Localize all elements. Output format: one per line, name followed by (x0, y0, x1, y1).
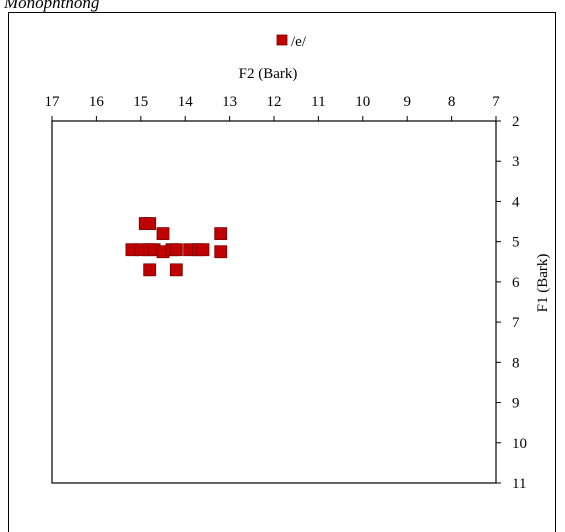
legend-swatch (276, 34, 288, 46)
chart-frame (8, 12, 556, 532)
y-tick-label: 7 (512, 315, 520, 331)
plot-area (51, 120, 497, 484)
data-point-e (196, 243, 210, 257)
x-tick-label: 15 (133, 94, 148, 110)
x-axis-ticks: 17 16 15 14 13 12 11 10 9 8 7 (45, 94, 500, 121)
legend-label-e: /e/ (291, 34, 307, 50)
x-tick-label: 8 (448, 94, 456, 110)
data-point-e (143, 263, 157, 277)
y-axis-ticks: 2 3 4 5 6 7 8 9 10 11 (496, 114, 527, 492)
y-tick-label: 4 (512, 194, 520, 210)
y-tick-label: 6 (512, 275, 520, 291)
y-tick-label: 9 (512, 396, 520, 412)
x-tick-label: 7 (492, 94, 500, 110)
x-tick-label: 13 (222, 94, 237, 110)
x-axis-title: F2 (Bark) (239, 66, 298, 82)
y-tick-label: 10 (512, 436, 527, 452)
x-tick-label: 11 (311, 94, 325, 110)
data-point-e (214, 245, 228, 259)
x-tick-label: 17 (45, 94, 61, 110)
y-tick-label: 2 (512, 114, 520, 130)
x-tick-label: 12 (267, 94, 282, 110)
y-tick-label: 8 (512, 355, 520, 371)
x-tick-label: 16 (89, 94, 105, 110)
y-axis-title: F1 (Bark) (535, 254, 551, 313)
y-tick-label: 5 (512, 235, 520, 251)
x-tick-label: 9 (403, 94, 411, 110)
y-tick-label: 11 (512, 476, 526, 492)
legend: /e/ (276, 34, 307, 50)
data-point-e (169, 243, 183, 257)
y-tick-label: 3 (512, 154, 520, 170)
scatter-chart: 17 16 15 14 13 12 11 10 9 8 7 2 3 4 5 6 7 8 9 10 11 F2 (Bar… (45, 34, 552, 492)
data-point-e (143, 217, 157, 230)
data-point-e (214, 227, 228, 241)
data-point-e (169, 263, 183, 277)
x-tick-label: 10 (355, 94, 370, 110)
figure-caption: Monophthong (4, 0, 100, 12)
data-points (125, 217, 228, 277)
x-tick-label: 14 (178, 94, 194, 110)
data-point-e (156, 227, 170, 241)
